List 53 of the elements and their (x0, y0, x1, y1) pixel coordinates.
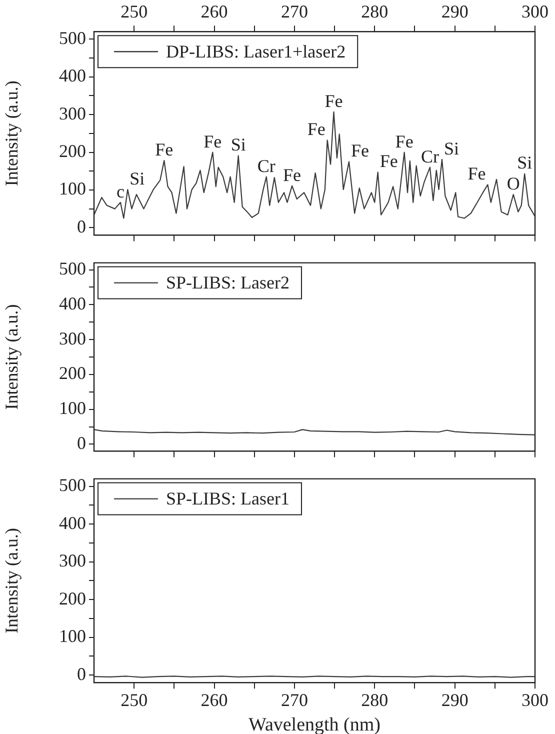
y-tick-label: 200 (59, 588, 86, 608)
y-tick-label: 400 (59, 293, 86, 314)
annotation: Si (444, 138, 460, 158)
x-tick-label: 270 (280, 690, 308, 710)
annotation: c (116, 181, 124, 202)
y-tick-label: 300 (59, 550, 86, 571)
x2-tick-label: 270 (280, 2, 308, 22)
annotation: Cr (420, 146, 439, 166)
x-tick-label: 260 (200, 690, 228, 710)
y-tick-label: 200 (59, 363, 86, 384)
y-axis-title: Intensity (a.u.) (2, 80, 22, 186)
x2-tick-label: 290 (441, 2, 468, 22)
y-tick-label: 100 (59, 398, 86, 418)
y-tick-label: 400 (59, 66, 86, 86)
y-tick-label: 200 (59, 140, 86, 161)
y-axis-title: Intensity (a.u.) (2, 528, 22, 634)
y-tick-label: 400 (59, 512, 86, 533)
annotation: Fe (204, 131, 222, 152)
annotation: Fe (283, 164, 302, 185)
y-tick-label: 300 (59, 328, 86, 348)
x-tick-label: 250 (120, 690, 148, 710)
x2-tick-label: 280 (361, 2, 388, 22)
x2-tick-label: 250 (120, 2, 148, 22)
x-tick-label: 300 (522, 690, 548, 710)
y-tick-label: 100 (59, 626, 86, 646)
y-axis-title: Intensity (a.u.) (2, 304, 22, 410)
x-tick-label: 290 (441, 690, 468, 710)
annotation: Si (230, 134, 246, 155)
y-tick-label: 0 (77, 432, 86, 453)
annotation: Fe (350, 140, 369, 161)
legend-label: SP-LIBS: Laser2 (166, 272, 290, 293)
y-tick-label: 500 (59, 28, 86, 48)
annotation: Fe (307, 119, 326, 140)
annotation: Fe (395, 131, 414, 152)
annotation: Fe (324, 90, 343, 111)
y-tick-label: 100 (59, 178, 86, 199)
y-tick-label: 500 (59, 475, 86, 496)
x-tick-label: 280 (361, 690, 388, 710)
annotation: Fe (155, 140, 174, 160)
legend-label: SP-LIBS: Laser1 (166, 488, 290, 509)
annotation: O (506, 173, 520, 194)
x2-tick-label: 260 (200, 2, 228, 22)
y-tick-label: 500 (59, 258, 86, 279)
y-tick-label: 300 (59, 103, 86, 124)
y-tick-label: 0 (77, 664, 86, 684)
x2-tick-label: 300 (522, 2, 548, 22)
annotation: Si (130, 168, 145, 189)
annotation: Si (517, 152, 532, 173)
annotation: Fe (468, 164, 486, 184)
y-tick-label: 0 (77, 216, 86, 236)
legend-label: DP-LIBS: Laser1+laser2 (166, 41, 346, 62)
annotation: Cr (257, 156, 276, 176)
annotation: Fe (380, 151, 398, 172)
